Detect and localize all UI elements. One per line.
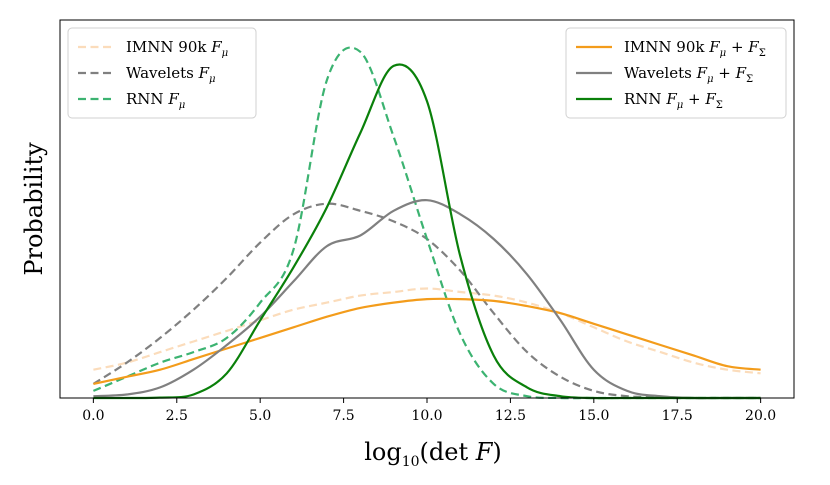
legend-label-4: Wavelets Fμ + FΣ xyxy=(624,64,753,85)
x-axis-label-close: ) xyxy=(492,438,501,466)
x-tick-label-1: 2.5 xyxy=(166,408,188,424)
x-tick-label-5: 12.5 xyxy=(495,408,526,424)
x-axis-label: log10(det F) xyxy=(364,438,502,470)
x-tick-label-4: 10.0 xyxy=(411,408,442,424)
x-axis: 0.0 2.5 5.0 7.5 10.0 12.5 15.0 17.5 20.0 xyxy=(82,398,776,424)
legend-label-0: IMNN 90k Fμ xyxy=(126,38,228,59)
legend-label-3: IMNN 90k Fμ + FΣ xyxy=(624,38,766,59)
x-tick-label-6: 15.0 xyxy=(578,408,609,424)
x-tick-label-8: 20.0 xyxy=(745,408,776,424)
legend-label-2: RNN Fμ xyxy=(126,90,185,111)
x-tick-label-2: 5.0 xyxy=(249,408,271,424)
x-axis-label-sub: 10 xyxy=(402,454,420,470)
series-line-3 xyxy=(93,297,761,385)
legend-label-5: RNN Fμ + FΣ xyxy=(624,90,723,111)
series-line-0 xyxy=(93,287,761,375)
legend-box xyxy=(565,27,787,119)
x-tick-label-0: 0.0 xyxy=(82,408,104,424)
x-tick-label-7: 17.5 xyxy=(662,408,693,424)
x-tick-label-3: 7.5 xyxy=(332,408,354,424)
legend-left: IMNN 90k Fμ Wavelets Fμ RNN Fμ xyxy=(67,27,257,119)
legend-label-1: Wavelets Fμ xyxy=(126,64,216,85)
legend-right: IMNN 90k Fμ + FΣ Wavelets Fμ + FΣ RNN Fμ +… xyxy=(565,27,787,119)
x-axis-label-func: log xyxy=(364,438,402,466)
y-axis-label: Probability xyxy=(20,142,48,276)
legend-box xyxy=(67,27,257,119)
x-axis-label-rest: (det xyxy=(420,438,476,466)
x-axis-label-var: F xyxy=(475,438,494,466)
series-line-4 xyxy=(93,199,761,400)
